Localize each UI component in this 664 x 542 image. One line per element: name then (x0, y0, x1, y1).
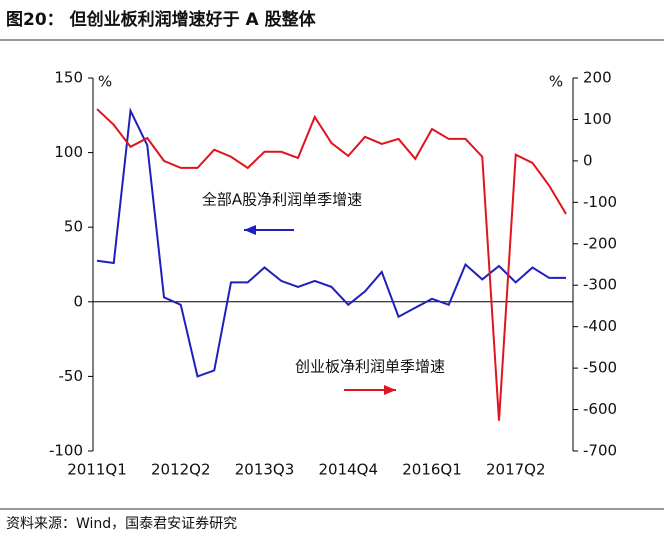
x-tick-label: 2011Q1 (67, 461, 127, 479)
y2-tick-label: -500 (583, 359, 617, 377)
y2-tick-label: -400 (583, 317, 617, 335)
y-tick-label: -100 (49, 442, 83, 460)
legend-label: 创业板净利润单季增速 (295, 358, 445, 376)
y2-tick-label: -100 (583, 193, 617, 211)
chart-title: 图20： 但创业板利润增速好于 A 股整体 (6, 9, 317, 30)
y2-tick-label: -600 (583, 400, 617, 418)
y2-unit: % (549, 73, 563, 91)
y-tick-label: 100 (54, 143, 83, 161)
y-unit: % (98, 73, 112, 91)
legend-arrowhead (384, 385, 396, 395)
series-line (96, 108, 567, 421)
y2-tick-label: -200 (583, 234, 617, 252)
x-tick-label: 2014Q4 (318, 461, 378, 479)
series-line (96, 107, 566, 378)
x-tick-label: 2016Q1 (402, 461, 462, 479)
y2-tick-label: 0 (583, 151, 593, 169)
y2-tick-label: 200 (583, 69, 612, 87)
y-tick-label: 150 (54, 69, 83, 87)
y-tick-label: 0 (73, 292, 83, 310)
y-tick-label: -50 (59, 367, 84, 385)
y2-tick-label: -300 (583, 276, 617, 294)
legend-label: 全部A股净利润单季增速 (202, 191, 362, 209)
x-tick-label: 2013Q3 (235, 461, 295, 479)
x-tick-label: 2017Q2 (486, 461, 546, 479)
legend-arrowhead (244, 225, 256, 235)
y2-tick-label: -700 (583, 442, 617, 460)
y-tick-label: 50 (64, 218, 83, 236)
source: 资料来源：Wind，国泰君安证券研究 (6, 516, 237, 532)
y2-tick-label: 100 (583, 110, 612, 128)
x-tick-label: 2012Q2 (151, 461, 211, 479)
